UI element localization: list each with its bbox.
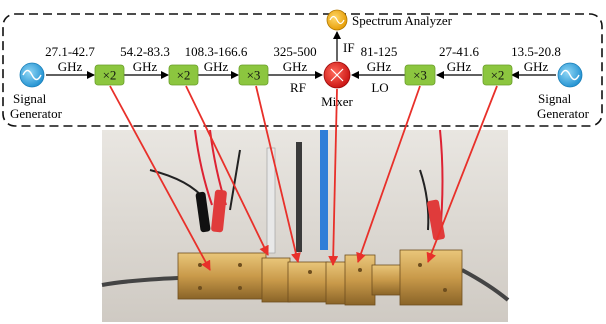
right-generator-label-1: Signal bbox=[538, 91, 572, 106]
lo-freq-1: 13.5-20.8 bbox=[511, 44, 561, 59]
rf-freq-2-unit: GHz bbox=[133, 59, 158, 74]
rf-multiplier-3: ×3 bbox=[238, 64, 269, 86]
rf-freq-4: 325-500 bbox=[273, 44, 316, 59]
if-label: IF bbox=[343, 40, 355, 55]
rf-freq-3-unit: GHz bbox=[204, 59, 229, 74]
lo-freq-3-unit: GHz bbox=[367, 59, 392, 74]
rf-freq-3: 108.3-166.6 bbox=[185, 44, 248, 59]
rf-mult-1-label: ×2 bbox=[103, 68, 117, 83]
lo-freq-2-unit: GHz bbox=[447, 59, 472, 74]
right-generator-label-2: Generator bbox=[537, 106, 590, 121]
rf-freq-4-unit: GHz bbox=[283, 59, 308, 74]
rf-multiplier-2: ×2 bbox=[168, 64, 199, 86]
lo-port-label: LO bbox=[371, 80, 388, 95]
rf-mult-2-label: ×2 bbox=[177, 68, 191, 83]
left-signal-generator: Signal Generator bbox=[10, 62, 63, 121]
lo-mult-1-label: ×2 bbox=[491, 68, 505, 83]
right-signal-generator: Signal Generator bbox=[537, 62, 590, 121]
diagram-frame bbox=[2, 13, 603, 127]
lo-freq-3: 81-125 bbox=[361, 44, 398, 59]
lo-mult-2-label: ×3 bbox=[413, 68, 427, 83]
lo-multiplier-2: ×3 bbox=[404, 64, 436, 86]
left-generator-label-1: Signal bbox=[13, 91, 47, 106]
rf-freq-2: 54.2-83.3 bbox=[120, 44, 170, 59]
setup-photo bbox=[101, 129, 510, 322]
rf-freq-1: 27.1-42.7 bbox=[45, 44, 95, 59]
lo-multiplier-1: ×2 bbox=[482, 64, 513, 86]
left-generator-label-2: Generator bbox=[10, 106, 63, 121]
rf-multiplier-1: ×2 bbox=[94, 64, 125, 86]
analyzer-label: Spectrum Analyzer bbox=[352, 13, 453, 28]
lo-freq-2: 27-41.6 bbox=[439, 44, 480, 59]
rf-port-label: RF bbox=[290, 80, 306, 95]
lo-freq-1-unit: GHz bbox=[524, 59, 549, 74]
correspondence-arrows bbox=[109, 85, 498, 271]
spectrum-analyzer: Spectrum Analyzer bbox=[326, 9, 453, 31]
rf-mult-3-label: ×3 bbox=[247, 68, 261, 83]
rf-freq-1-unit: GHz bbox=[58, 59, 83, 74]
